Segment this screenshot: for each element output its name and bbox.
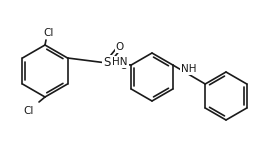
Text: Cl: Cl	[24, 106, 34, 116]
Text: O: O	[119, 61, 127, 71]
Text: O: O	[116, 42, 124, 52]
Text: S: S	[103, 56, 111, 69]
Text: Cl: Cl	[44, 28, 54, 38]
Text: HN: HN	[112, 57, 128, 67]
Text: NH: NH	[181, 63, 197, 73]
